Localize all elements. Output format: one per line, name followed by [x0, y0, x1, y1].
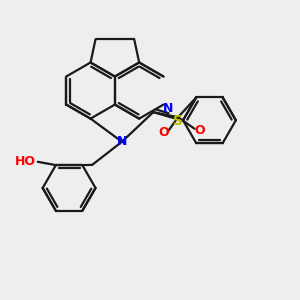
Text: O: O [194, 124, 205, 137]
Text: HO: HO [15, 154, 36, 168]
Text: O: O [158, 126, 169, 139]
Text: S: S [173, 114, 183, 128]
Text: N: N [117, 135, 127, 148]
Text: N: N [163, 102, 173, 115]
